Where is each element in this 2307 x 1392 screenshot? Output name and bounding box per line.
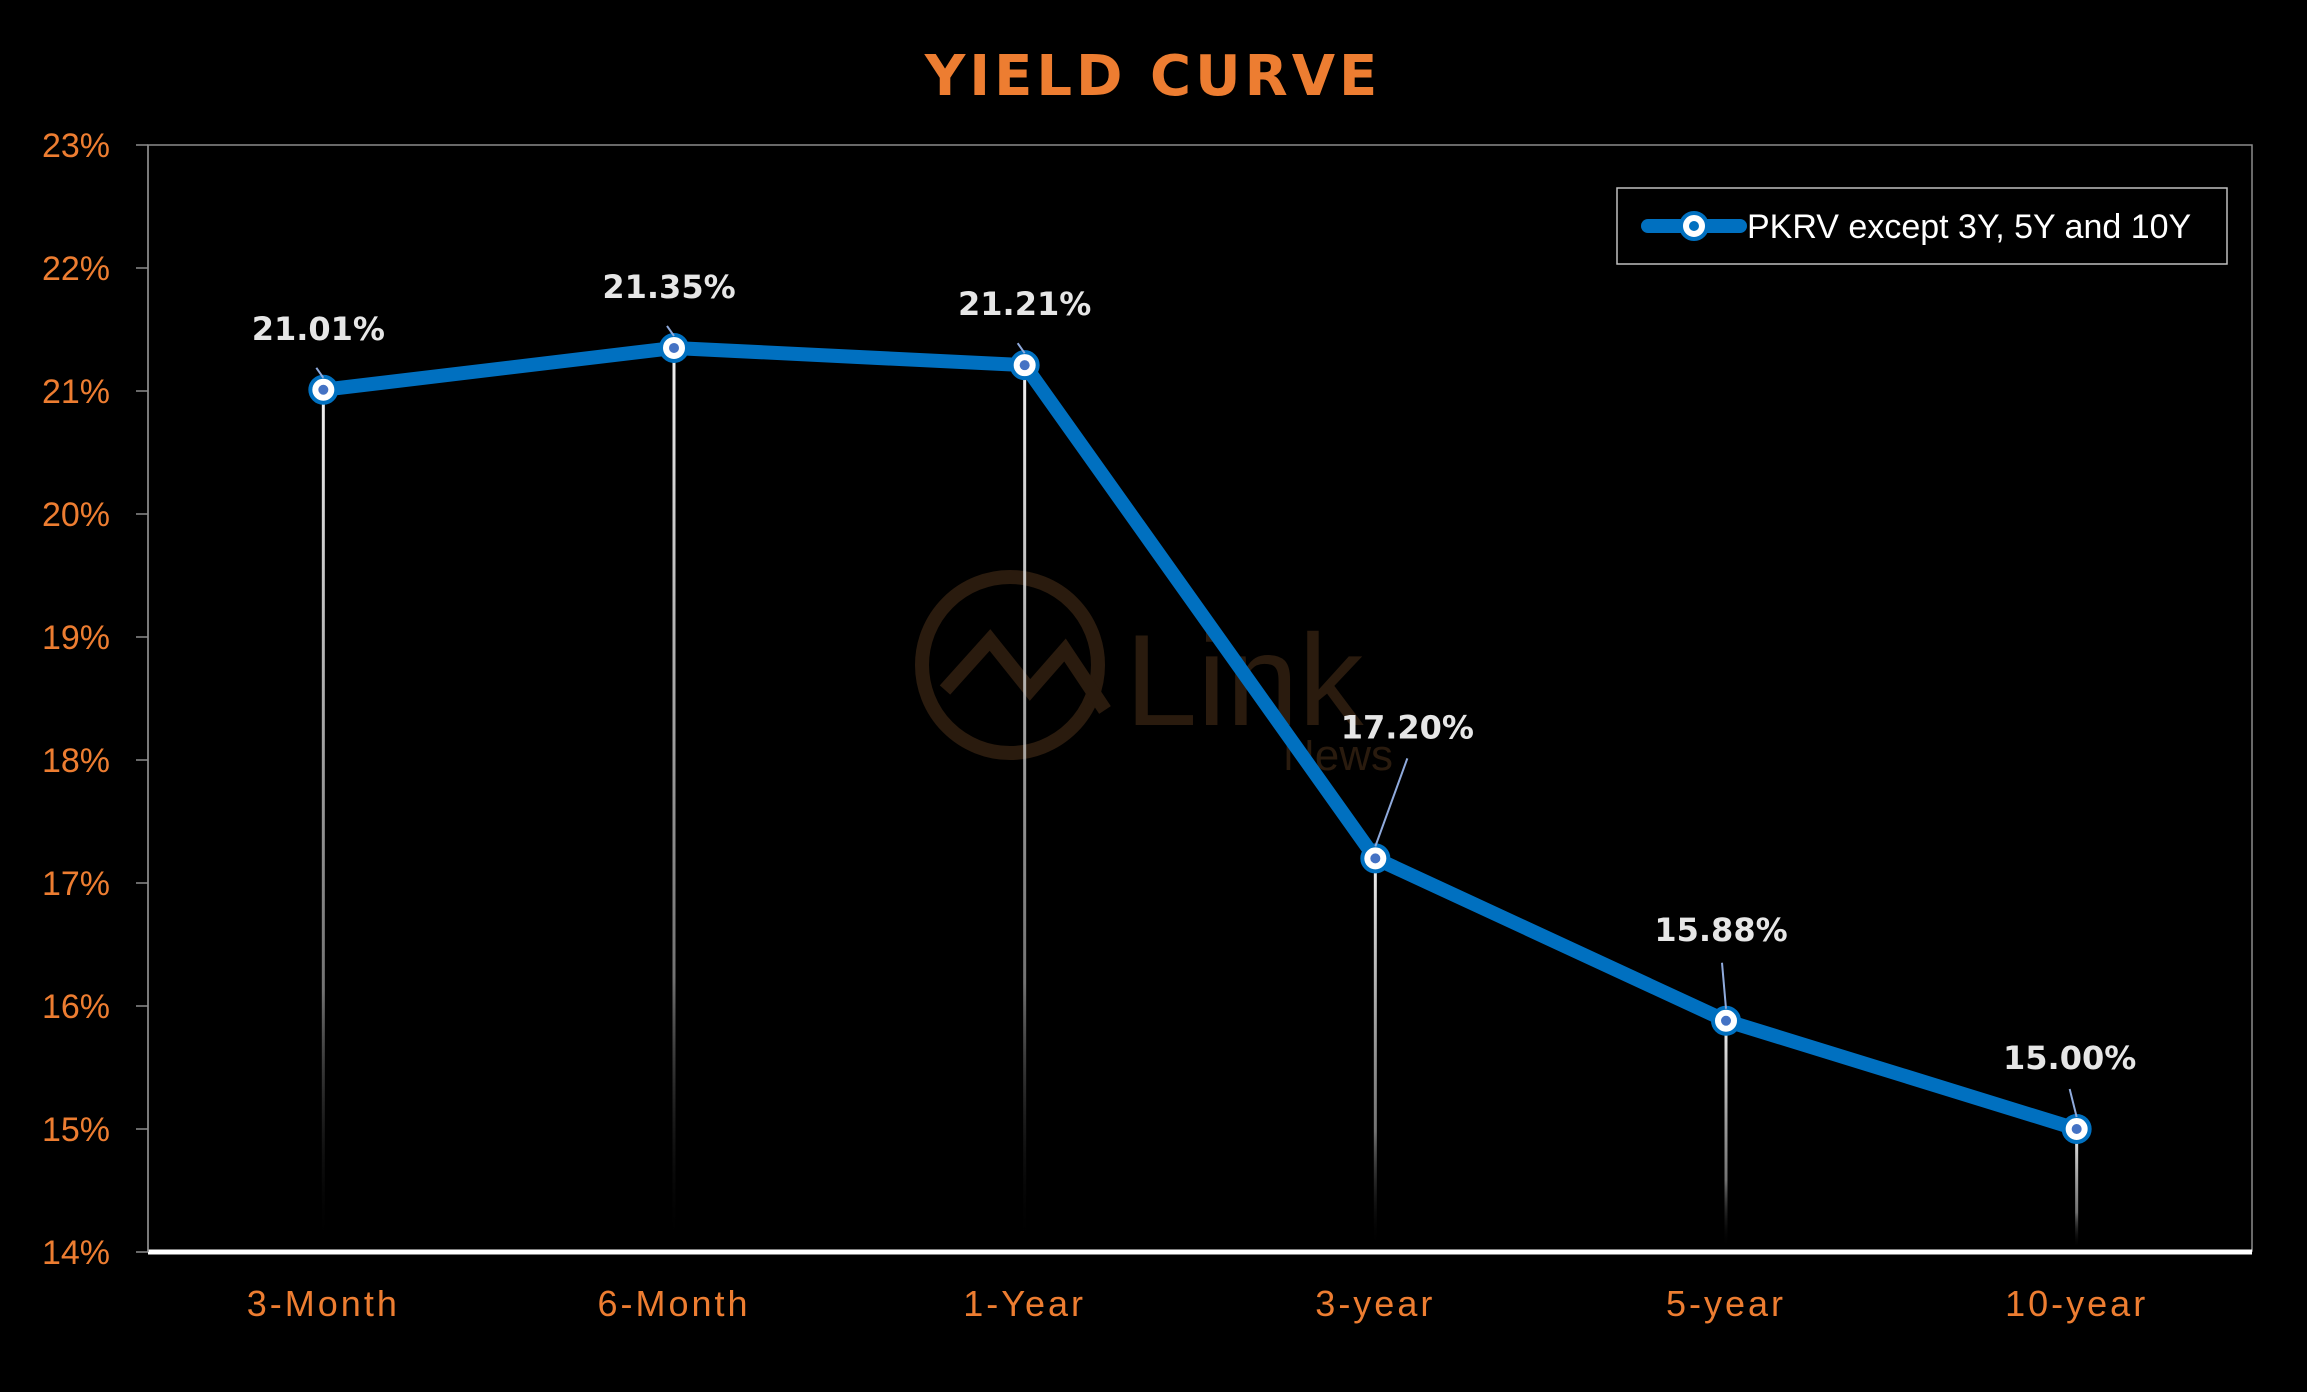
y-tick-label: 17% bbox=[42, 865, 110, 903]
legend-marker-dot bbox=[1689, 221, 1699, 231]
series-line bbox=[316, 340, 2084, 1136]
data-label: 21.01% bbox=[252, 310, 385, 348]
data-point-center bbox=[1370, 853, 1381, 864]
data-label: 21.21% bbox=[958, 285, 1091, 323]
x-tick-label: 6-Month bbox=[597, 1283, 750, 1324]
data-label-leader bbox=[1016, 342, 1026, 354]
legend-label: PKRV except 3Y, 5Y and 10Y bbox=[1747, 208, 2191, 246]
drop-lines bbox=[321, 347, 2079, 1248]
drop-line bbox=[1373, 858, 1377, 1248]
data-point-center bbox=[2071, 1124, 2082, 1134]
y-tick-label: 18% bbox=[42, 742, 110, 780]
legend: PKRV except 3Y, 5Y and 10Y bbox=[1616, 187, 2228, 265]
x-tick-label: 10-year bbox=[2005, 1283, 2148, 1324]
x-tick-label: 3-year bbox=[1315, 1283, 1435, 1324]
drop-line bbox=[2075, 1129, 2079, 1248]
y-axis-ticks: 14% 15% 16% 17% 18% 19% 20% 21% 22% 23% bbox=[42, 127, 148, 1272]
data-point-center bbox=[1721, 1015, 1731, 1026]
data-point-center bbox=[669, 342, 679, 353]
drop-line bbox=[1724, 1020, 1728, 1248]
y-tick-label: 19% bbox=[42, 619, 110, 657]
y-tick-label: 14% bbox=[42, 1234, 110, 1272]
data-point-center bbox=[318, 384, 329, 395]
drop-line bbox=[1023, 365, 1027, 1248]
series-group bbox=[308, 332, 2092, 1144]
y-tick-label: 23% bbox=[42, 127, 110, 165]
data-label-leader bbox=[315, 367, 325, 379]
data-labels: 21.01% 21.35% 21.21% 17.20% 15.88% 15.00% bbox=[252, 268, 2136, 1118]
y-tick-label: 21% bbox=[42, 373, 110, 411]
y-tick-label: 15% bbox=[42, 1111, 110, 1149]
x-tick-label: 1-Year bbox=[963, 1283, 1086, 1324]
data-label: 15.88% bbox=[1654, 911, 1787, 949]
data-label-leader bbox=[1374, 758, 1409, 847]
x-tick-label: 3-Month bbox=[247, 1283, 400, 1324]
data-label-leader bbox=[1721, 962, 1727, 1009]
x-axis-ticks: 3-Month 6-Month 1-Year 3-year 5-year 10-year bbox=[247, 1283, 2148, 1324]
x-tick-label: 5-year bbox=[1666, 1283, 1786, 1324]
y-tick-label: 16% bbox=[42, 988, 110, 1026]
data-label-leader bbox=[2068, 1088, 2078, 1118]
data-point-center bbox=[1019, 360, 1030, 371]
data-label: 21.35% bbox=[602, 268, 735, 306]
chart-title: YIELD CURVE bbox=[924, 44, 1382, 109]
y-tick-label: 22% bbox=[42, 250, 110, 288]
data-label: 15.00% bbox=[2003, 1039, 2136, 1077]
y-tick-label: 20% bbox=[42, 496, 110, 534]
data-label: 17.20% bbox=[1341, 708, 1474, 746]
data-label-leader bbox=[666, 325, 675, 337]
watermark-logo: Link News bbox=[915, 570, 1393, 780]
drop-line bbox=[672, 347, 676, 1248]
drop-line bbox=[321, 389, 325, 1248]
